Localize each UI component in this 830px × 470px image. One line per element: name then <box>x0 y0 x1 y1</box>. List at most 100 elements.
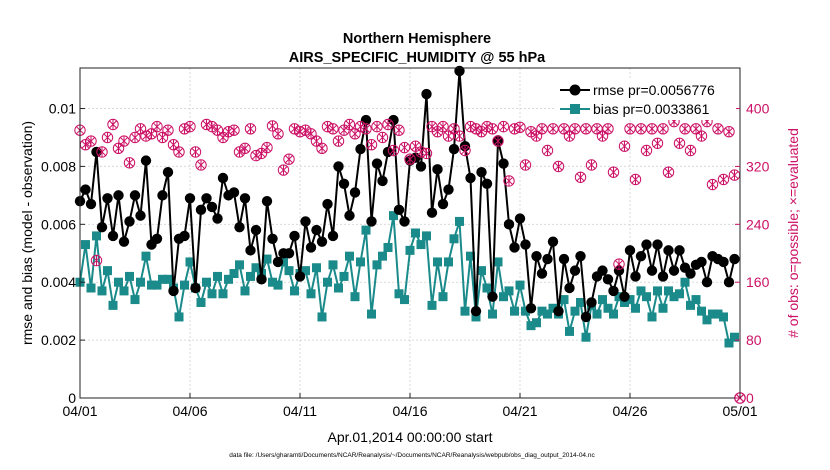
obs-evaluated-point <box>713 123 723 134</box>
obs-evaluated-point <box>466 121 475 132</box>
obs-possible-point <box>112 142 125 155</box>
obs-possible-point <box>387 144 400 157</box>
obs-evaluated-point <box>119 136 129 147</box>
rmse-point <box>415 161 427 172</box>
rmse-point <box>96 222 108 233</box>
obs-possible-point <box>393 124 405 136</box>
right-y-tick-label: 0 <box>746 390 754 406</box>
obs-possible-point <box>277 164 290 176</box>
bias-point <box>367 309 376 319</box>
rmse-point <box>85 198 97 210</box>
rmse-point <box>481 178 493 189</box>
rmse-point <box>558 253 570 265</box>
obs-possible-point <box>101 131 114 144</box>
bias-point <box>350 292 360 302</box>
right-y-axis-label: # of obs: o=possible; ×=evaluated <box>785 128 801 338</box>
obs-possible-point <box>547 123 559 135</box>
bias-point <box>438 292 448 302</box>
chart-title-line1: Northern Hemisphere <box>343 31 491 47</box>
rmse-point <box>366 216 377 227</box>
left-y-tick-label: 0.01 <box>49 101 76 117</box>
obs-evaluated-point <box>350 128 360 139</box>
obs-evaluated-point <box>405 154 415 165</box>
obs-evaluated-point <box>224 126 233 137</box>
bias-point <box>411 228 420 238</box>
bias-point <box>697 306 706 316</box>
rmse-point <box>305 242 317 253</box>
bias-point <box>521 306 530 316</box>
rmse-point <box>135 210 146 221</box>
rmse-point <box>426 207 438 218</box>
bias-point <box>229 269 239 279</box>
obs-evaluated-point <box>455 131 464 142</box>
bias-point <box>224 274 233 284</box>
obs-evaluated-point <box>130 132 140 143</box>
rmse-point <box>525 303 537 314</box>
obs-possible-point <box>442 130 455 142</box>
bias-point <box>312 263 321 273</box>
obs-possible-point <box>118 135 130 147</box>
bias-point <box>317 312 327 322</box>
obs-evaluated-point <box>631 174 640 185</box>
bias-point <box>592 309 602 319</box>
rmse-point <box>432 164 443 175</box>
obs-possible-point <box>618 140 631 152</box>
bias-point <box>647 312 657 322</box>
rmse-point <box>569 265 581 276</box>
obs-evaluated-point <box>603 123 613 134</box>
bias-point <box>526 321 536 331</box>
x-tick-label: 04/26 <box>612 403 647 419</box>
rmse-point <box>250 224 262 236</box>
right-y-tick-label: 320 <box>746 158 770 174</box>
obs-evaluated-point <box>372 121 382 132</box>
bias-point <box>691 295 701 305</box>
obs-evaluated-point <box>246 123 255 134</box>
rmse-point <box>399 216 410 227</box>
rmse-point <box>102 193 113 204</box>
obs-evaluated-point <box>284 154 294 165</box>
obs-evaluated-point <box>515 122 525 133</box>
obs-possible-point <box>156 131 169 144</box>
obs-evaluated-point <box>642 145 651 156</box>
obs-possible-point <box>244 123 257 135</box>
rmse-point <box>723 277 735 288</box>
rmse-point <box>668 265 680 276</box>
obs-evaluated-point <box>163 125 173 136</box>
rmse-point <box>190 282 201 294</box>
footnote-data-file: data file: /Users/gharamti/Documents/NCA… <box>229 452 595 459</box>
bias-point <box>559 295 569 305</box>
obs-possible-point <box>613 258 625 270</box>
bias-point <box>97 286 107 296</box>
rmse-point <box>393 204 405 216</box>
bias-point <box>576 297 585 307</box>
rmse-point <box>421 88 432 100</box>
obs-possible-point <box>640 144 653 157</box>
obs-possible-point <box>552 160 565 173</box>
bias-point <box>125 271 134 281</box>
obs-evaluated-point <box>587 159 596 170</box>
obs-evaluated-point <box>636 123 646 134</box>
bias-point <box>543 309 552 319</box>
rmse-point <box>718 256 729 268</box>
obs-evaluated-point <box>510 123 519 134</box>
obs-possible-point <box>349 128 361 140</box>
bias-point <box>251 263 261 273</box>
obs-evaluated-point <box>81 139 90 150</box>
bias-point <box>103 266 112 276</box>
bias-point <box>328 260 338 270</box>
obs-evaluated-point <box>147 128 156 139</box>
bias-point <box>482 283 492 293</box>
bias-point <box>262 254 272 264</box>
bias-point <box>301 266 310 276</box>
rmse-point <box>564 282 575 294</box>
obs-evaluated-point <box>444 131 453 142</box>
rmse-point <box>663 245 674 256</box>
bias-point <box>405 245 415 255</box>
obs-evaluated-point <box>559 123 569 134</box>
obs-evaluated-point <box>400 142 409 153</box>
bias-point <box>675 289 684 299</box>
obs-evaluated-point <box>680 123 690 134</box>
obs-possible-point <box>497 120 510 133</box>
bias-point <box>730 332 739 342</box>
